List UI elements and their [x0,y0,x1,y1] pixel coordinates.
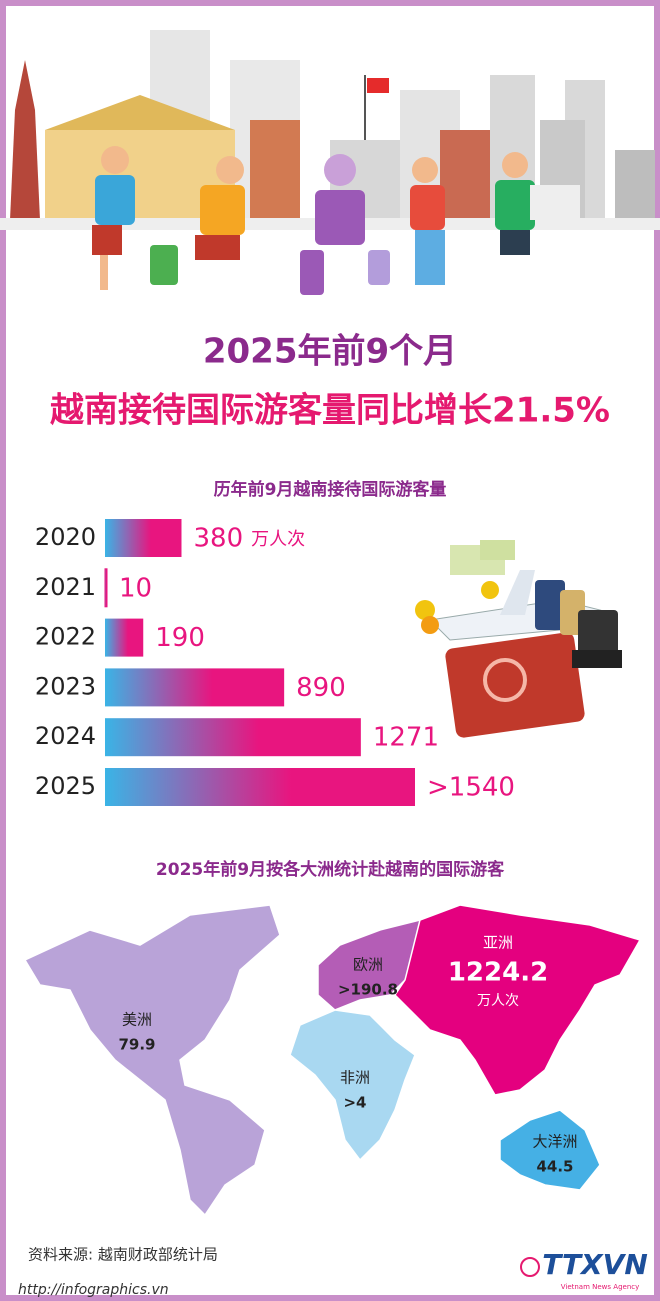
continent-label: 非洲 [340,1069,370,1087]
value-label: >1540 [427,773,515,803]
title-line2: 越南接待国际游客量同比增长21.5% [50,391,610,431]
continent [499,1109,601,1191]
category-label: 2023 [35,672,96,700]
url: http://infographics.vn [18,1282,169,1298]
bar-chart: 2020 380 万人次 2021 10 2022 190 2023 890 2024 1271 20… [35,519,515,806]
bar [105,668,285,707]
continent [23,904,281,1217]
unit-annotation: 万人次 [477,993,519,1009]
continent-label: 欧洲 [353,956,383,974]
bar [104,568,108,608]
continent-label: 大洋洲 [532,1133,577,1151]
continent-label: 亚洲 [483,934,513,952]
continent [394,904,642,1096]
continent-value: 79.9 [118,1036,155,1054]
category-label: 2024 [35,722,96,750]
title-line1: 2025年前9个月 [203,332,457,372]
logo-sub: Vietnam News Agency [561,1283,640,1291]
travel-illustration [415,540,622,738]
value-label: 190 [155,623,205,653]
map-title: 2025年前9月按各大洲统计赴越南的国际游客 [156,859,505,880]
bar [105,718,361,757]
continent-value: 1224.2 [448,958,548,988]
copyright-icon [520,1257,540,1277]
value-label: 380 [193,524,243,554]
category-label: 2020 [35,523,96,551]
continent-label: 美洲 [122,1011,152,1029]
value-label: 890 [296,673,346,703]
logo: TTXVN [542,1248,648,1281]
unit-annotation: 万人次 [251,529,305,550]
value-label: 1271 [373,723,439,753]
category-label: 2025 [35,772,96,800]
bar [105,519,182,557]
bar-chart-title: 历年前9月越南接待国际游客量 [214,479,447,500]
continent-value: >190.8 [338,981,398,999]
travelers [92,146,580,295]
bar [105,768,415,806]
value-label: 10 [119,573,152,603]
category-label: 2021 [35,573,96,601]
category-label: 2022 [35,623,96,651]
continent-value: >4 [343,1094,366,1112]
continent-value: 44.5 [536,1158,573,1176]
source: 资料来源: 越南财政部统计局 [28,1246,218,1264]
continent [289,1009,416,1162]
bar [105,618,144,657]
